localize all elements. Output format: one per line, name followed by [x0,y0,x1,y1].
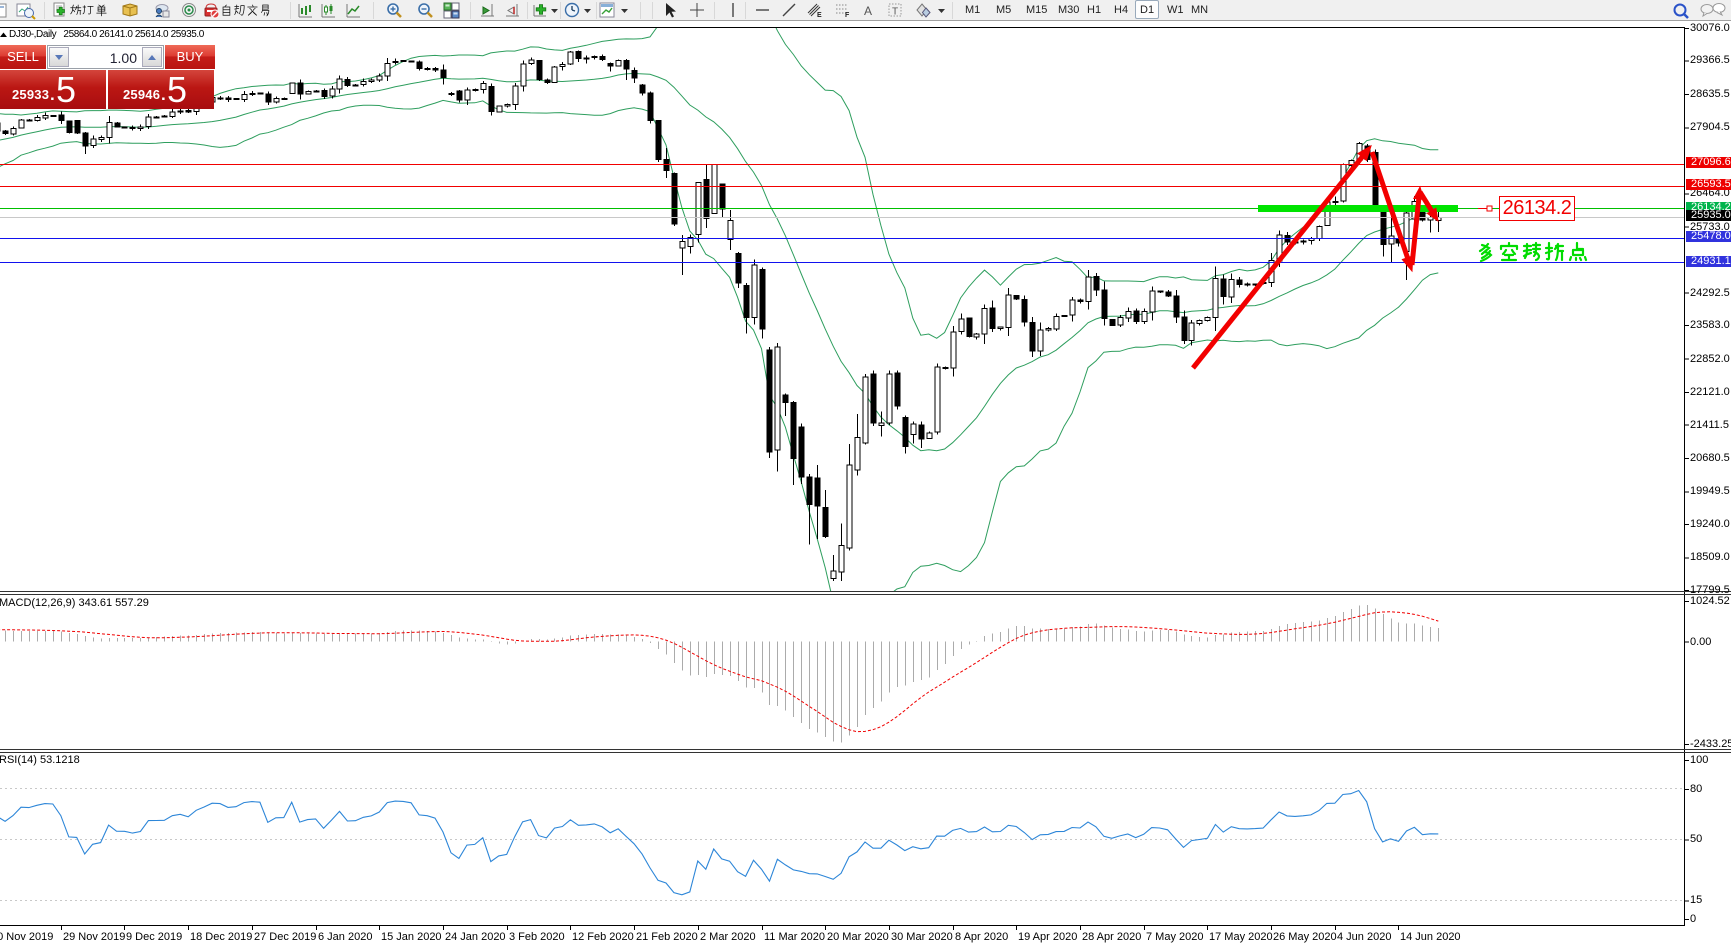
svg-text:F: F [845,12,850,19]
svg-text:T: T [892,7,898,18]
svg-text:E: E [817,12,822,19]
svg-text:A: A [864,4,872,18]
